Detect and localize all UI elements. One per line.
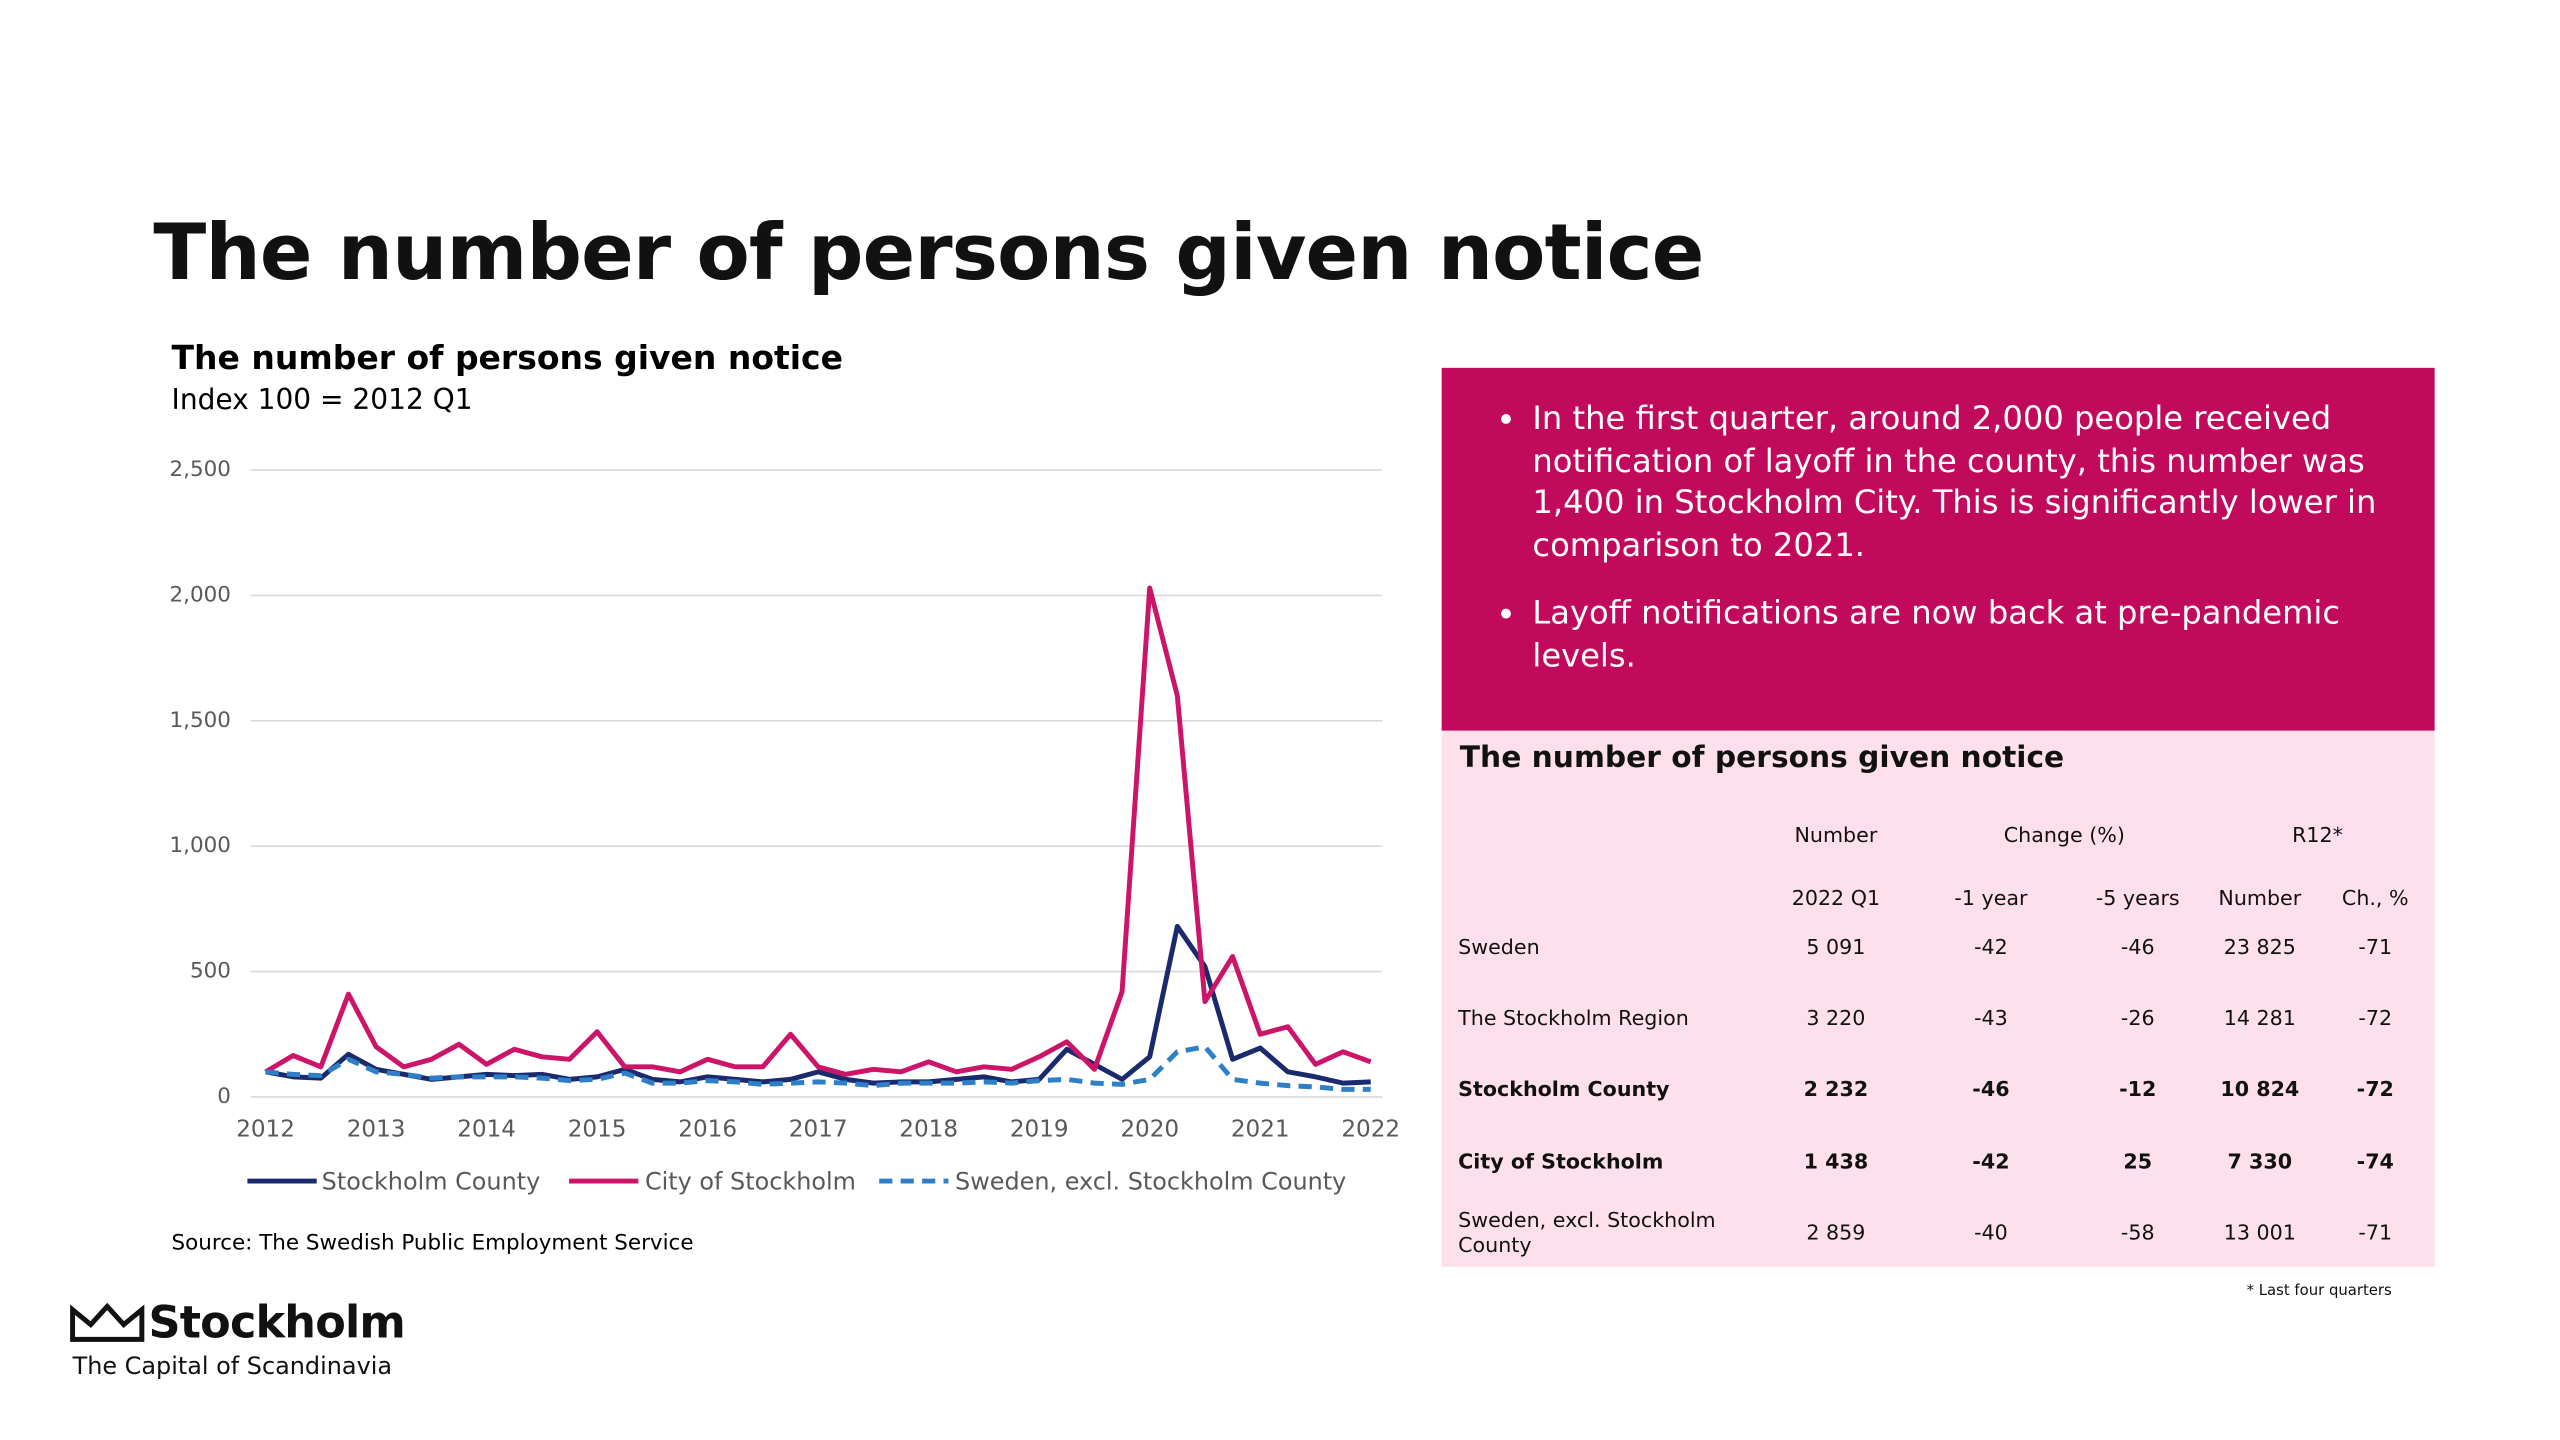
table-cell: -42 — [1974, 934, 2008, 960]
group-header: R12* — [2292, 822, 2343, 848]
table-cell: 2 859 — [1806, 1219, 1866, 1245]
legend-label: Sweden, excl. Stockholm County — [955, 1168, 1346, 1196]
chart-source: Source: The Swedish Public Employment Se… — [172, 1231, 694, 1256]
table-cell: -40 — [1974, 1219, 2008, 1245]
x-tick-label: 2019 — [1010, 1116, 1069, 1142]
y-tick-label: 1,500 — [170, 708, 231, 733]
bullet-item: Layoff notifications are now back at pre… — [1532, 592, 2405, 676]
logo-tagline: The Capital of Scandinavia — [72, 1354, 393, 1381]
series-line — [265, 1044, 1371, 1092]
y-tick-label: 2,000 — [170, 582, 231, 607]
slide-title: The number of persons given notice — [153, 207, 1704, 299]
x-tick-label: 2012 — [236, 1116, 295, 1142]
chart: The number of persons given notice Index… — [170, 338, 1401, 1256]
sub-header: Number — [2218, 884, 2302, 910]
x-tick-label: 2016 — [678, 1116, 737, 1142]
table-cell: -74 — [2356, 1148, 2394, 1174]
table-cell: 5 091 — [1806, 934, 1866, 960]
table-cell: -72 — [2356, 1076, 2394, 1102]
table-cell: 10 824 — [2220, 1076, 2300, 1102]
table-cell: 25 — [2123, 1148, 2153, 1174]
crown-icon — [70, 1302, 145, 1342]
x-tick-label: 2022 — [1341, 1116, 1400, 1142]
table-title: The number of persons given notice — [1459, 740, 2065, 776]
row-label: Sweden, excl. Stockholm County — [1458, 1207, 1716, 1257]
table-cell: 14 281 — [2223, 1005, 2296, 1031]
x-tick-label: 2020 — [1120, 1116, 1179, 1142]
table-cell: -42 — [1972, 1148, 2010, 1174]
table-cell: -46 — [2120, 934, 2155, 960]
sub-header: -1 year — [1954, 884, 2028, 910]
sub-header: -5 years — [2095, 884, 2180, 910]
bullet-list: In the first quarter, around 2,000 peopl… — [1442, 368, 2435, 676]
table-cell: -46 — [1972, 1076, 2010, 1102]
chart-subtitle: Index 100 = 2012 Q1 — [172, 383, 473, 416]
sub-header: 2022 Q1 — [1791, 884, 1881, 910]
table-cell: -12 — [2119, 1076, 2157, 1102]
row-label: The Stockholm Region — [1458, 1005, 1689, 1031]
logo-name: Stockholm — [148, 1298, 406, 1350]
x-tick-label: 2015 — [568, 1116, 627, 1142]
table-cell: -26 — [2120, 1005, 2155, 1031]
table-cell: 13 001 — [2223, 1219, 2296, 1245]
series-line — [264, 585, 1372, 1077]
table-cell: -71 — [2358, 934, 2393, 960]
summary-table: The number of persons given notice Numbe… — [1441, 730, 2435, 1267]
group-header: Number — [1794, 822, 1878, 848]
y-tick-label: 0 — [217, 1084, 231, 1109]
table-cell: 3 220 — [1806, 1005, 1866, 1031]
y-tick-label: 1,000 — [170, 833, 231, 858]
group-header: Change (%) — [2003, 822, 2125, 848]
x-tick-label: 2017 — [789, 1116, 848, 1142]
table-cell: 2 232 — [1803, 1076, 1869, 1102]
table-cell: 7 330 — [2227, 1148, 2293, 1174]
x-tick-label: 2021 — [1231, 1116, 1290, 1142]
row-label: Stockholm County — [1458, 1076, 1670, 1102]
chart-title: The number of persons given notice — [172, 338, 843, 377]
legend-label: Stockholm County — [322, 1168, 541, 1196]
sub-header: Ch., % — [2341, 884, 2409, 910]
x-tick-label: 2014 — [457, 1116, 516, 1142]
table-cell: -58 — [2120, 1219, 2155, 1245]
x-tick-label: 2013 — [347, 1116, 406, 1142]
table-cell: -43 — [1974, 1005, 2008, 1031]
legend-label: City of Stockholm — [645, 1168, 856, 1196]
series-line — [265, 923, 1371, 1086]
y-tick-label: 2,500 — [170, 457, 231, 482]
row-label: City of Stockholm — [1458, 1148, 1664, 1174]
bullet-item: In the first quarter, around 2,000 peopl… — [1532, 398, 2405, 566]
table-cell: 1 438 — [1803, 1148, 1869, 1174]
row-label: Sweden — [1458, 934, 1540, 960]
table-cell: 23 825 — [2223, 934, 2296, 960]
table-cell: -71 — [2358, 1219, 2393, 1245]
y-tick-label: 500 — [190, 959, 231, 984]
table-cell: -72 — [2358, 1005, 2393, 1031]
footnote: * Last four quarters — [2246, 1283, 2392, 1300]
x-tick-label: 2018 — [899, 1116, 958, 1142]
highlight-box: In the first quarter, around 2,000 peopl… — [1441, 367, 2435, 731]
logo-crown — [70, 1302, 145, 1342]
